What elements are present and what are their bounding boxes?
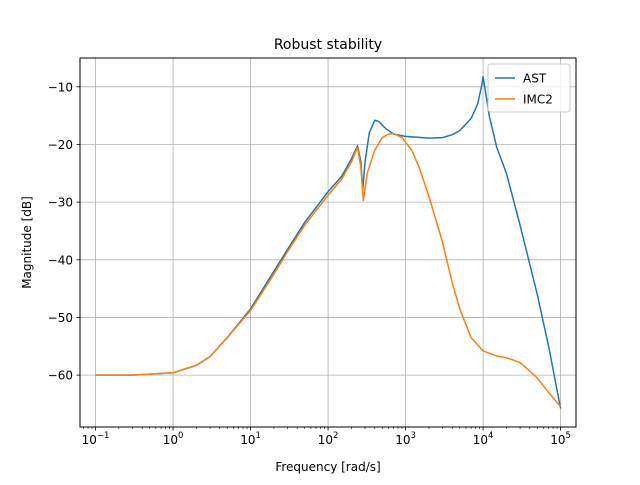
x-axis-label: Frequency [rad/s] bbox=[275, 460, 380, 474]
x-tick-label: 105 bbox=[550, 431, 571, 447]
y-axis-label: Magnitude [dB] bbox=[20, 196, 34, 289]
legend-label-imc2: IMC2 bbox=[523, 93, 553, 107]
x-tick-label: 103 bbox=[395, 431, 416, 447]
x-tick-label: 102 bbox=[318, 431, 339, 447]
y-tick-label: −20 bbox=[48, 138, 73, 152]
y-tick-label: −50 bbox=[48, 311, 73, 325]
x-tick-label: 101 bbox=[240, 431, 261, 447]
axes: 10−1 100 101 102 103 104 105 −10 −20 −30 −40 −50 −60 bbox=[48, 80, 571, 447]
grid bbox=[80, 58, 576, 427]
legend-box bbox=[487, 63, 571, 113]
x-tick-label: 10−1 bbox=[82, 431, 110, 447]
chart-title: Robust stability bbox=[274, 37, 382, 53]
series-line-imc2 bbox=[95, 132, 562, 408]
y-tick-label: −40 bbox=[48, 253, 73, 267]
x-tick-label: 100 bbox=[163, 431, 184, 447]
y-tick-label: −60 bbox=[48, 369, 73, 383]
legend: AST IMC2 bbox=[487, 63, 571, 113]
legend-label-ast: AST bbox=[523, 72, 547, 86]
y-tick-label: −10 bbox=[48, 80, 73, 94]
y-tick-label: −30 bbox=[48, 196, 73, 210]
x-tick-label: 104 bbox=[473, 431, 494, 447]
